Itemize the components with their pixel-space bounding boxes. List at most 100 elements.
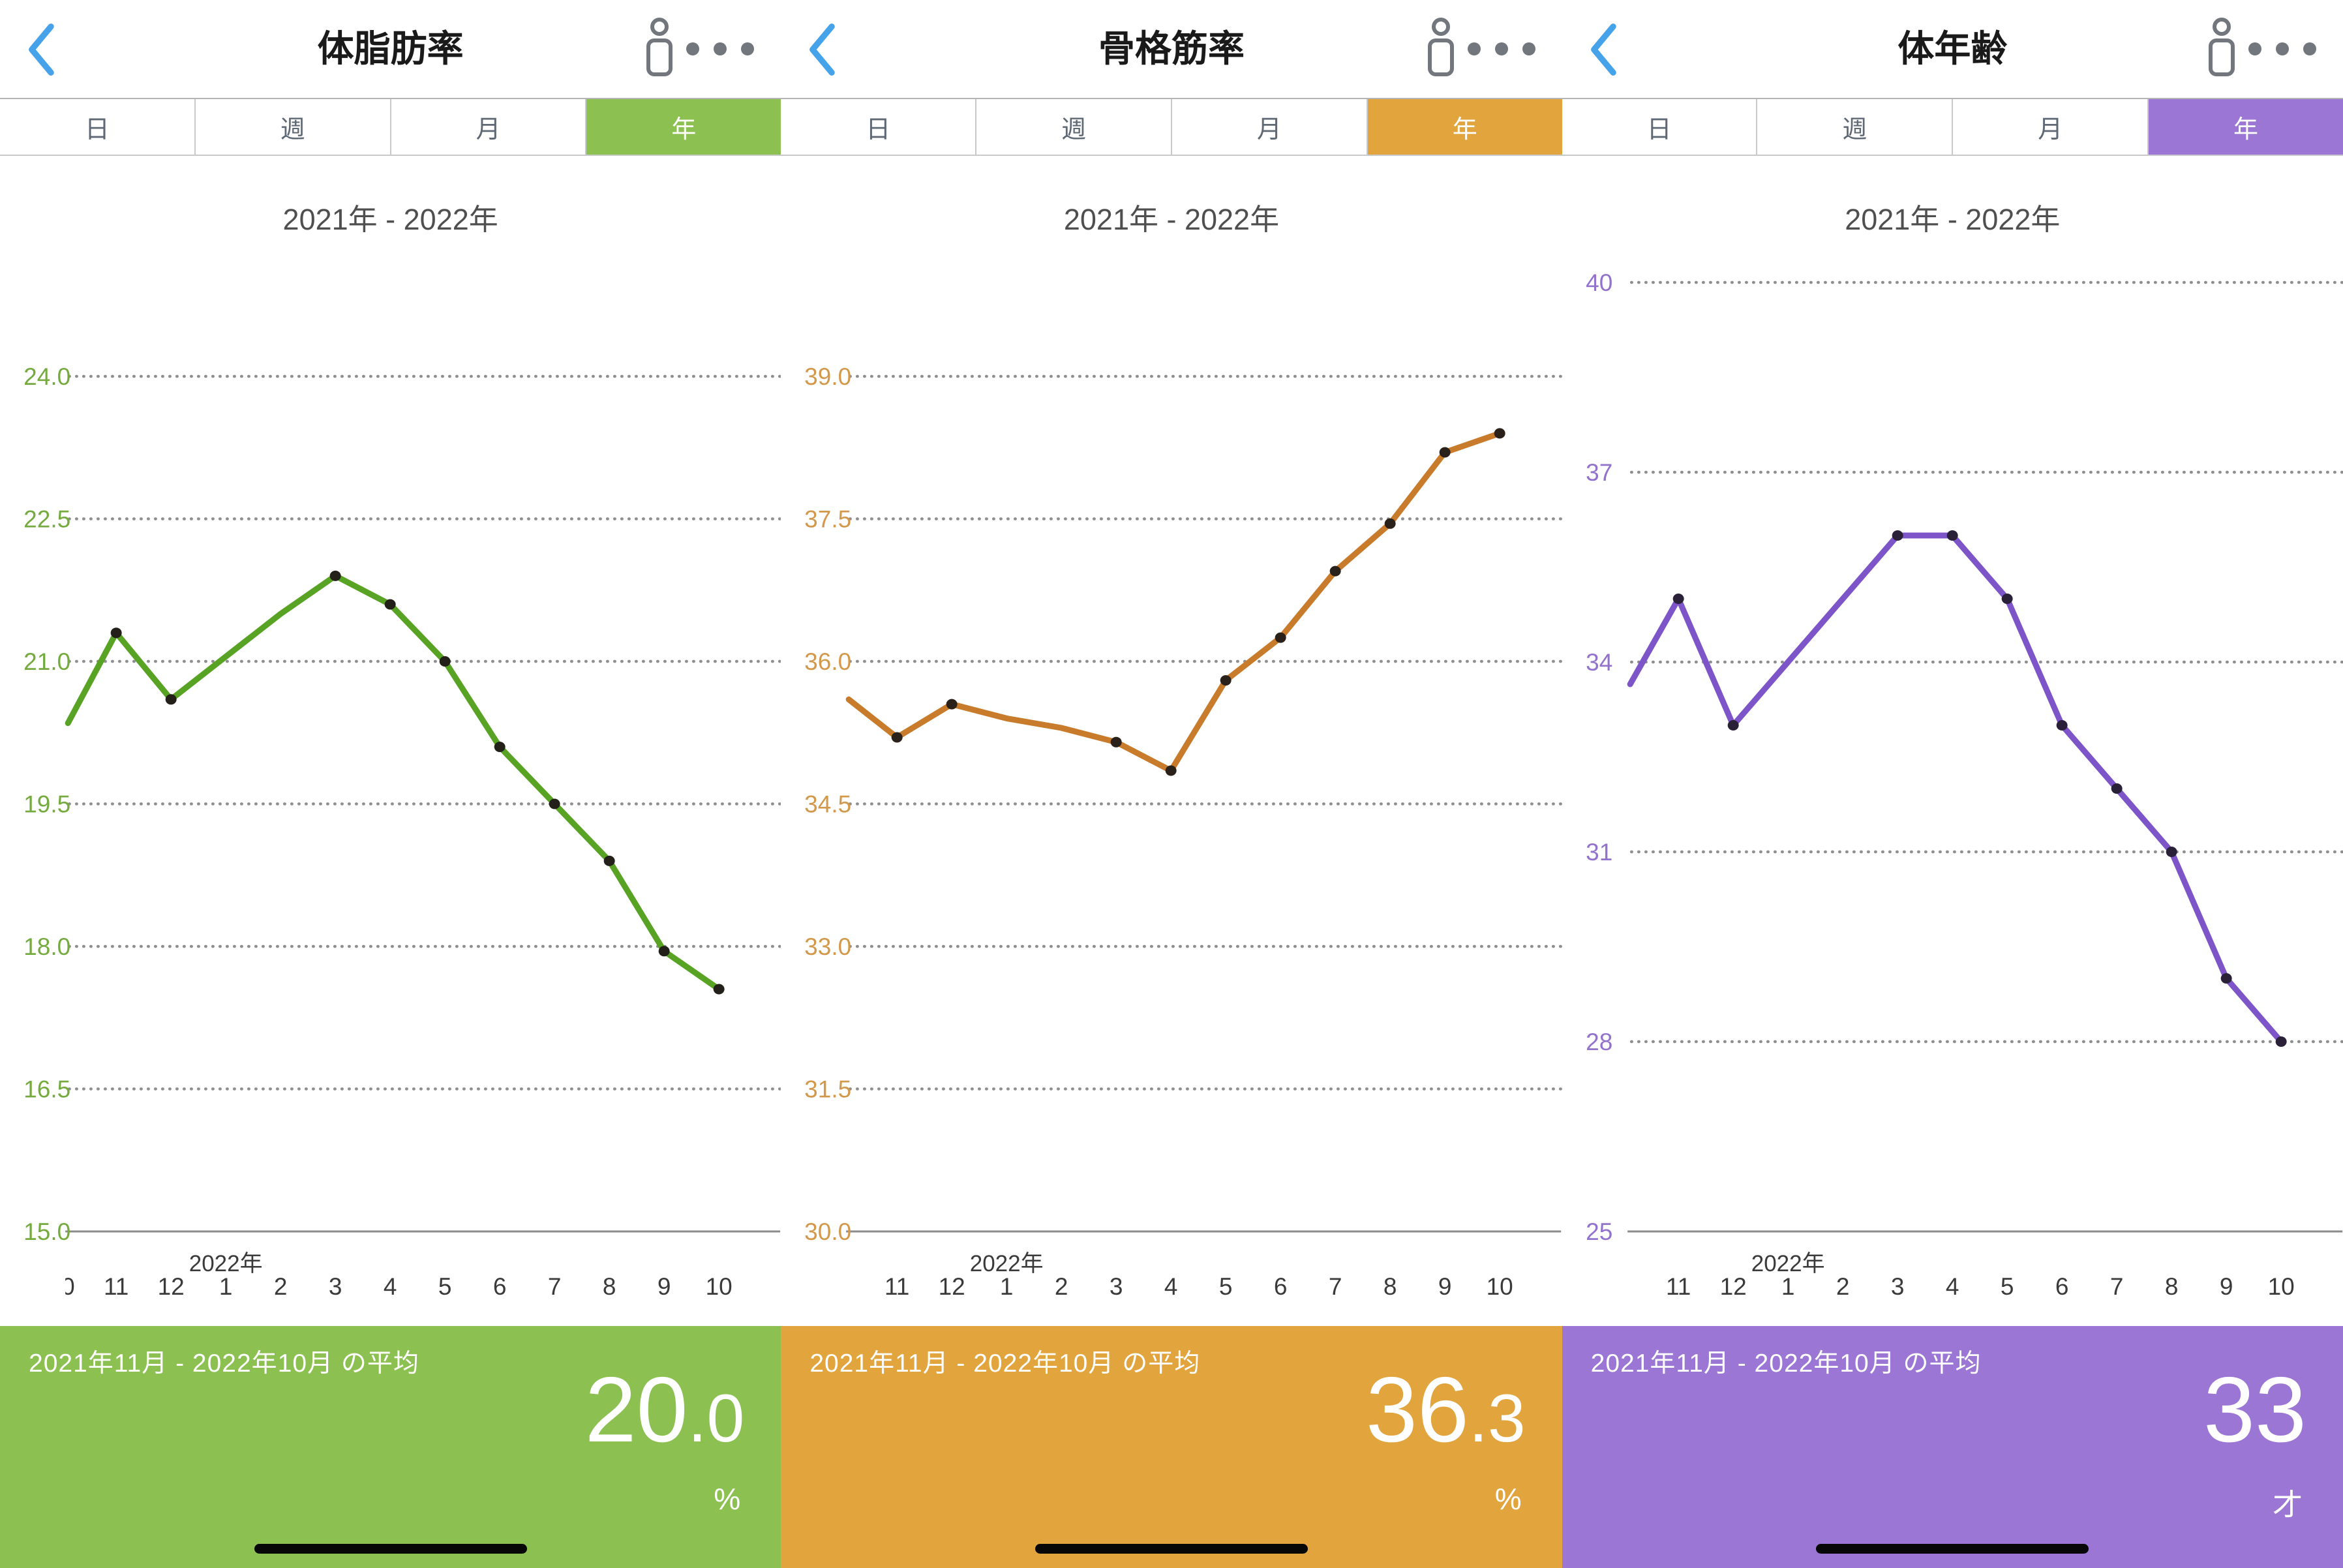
period-tabs: 日 週 月 年: [0, 98, 781, 156]
header: 体年齢: [1562, 0, 2343, 98]
chart-range-title: 2021年 - 2022年: [1845, 203, 2061, 236]
svg-text:11: 11: [1666, 1273, 1691, 1300]
svg-text:2022年: 2022年: [189, 1251, 263, 1276]
panel-body-fat: 体脂肪率 日 週 月 年 2021年 - 2022年 24.0 22.5 21.0 1…: [0, 0, 781, 1568]
svg-text:10: 10: [2267, 1273, 2294, 1300]
chevron-left-icon: [1590, 23, 1616, 76]
page-title: 体年齢: [1897, 28, 2008, 69]
svg-text:2022年: 2022年: [1751, 1251, 1824, 1276]
svg-text:28: 28: [1586, 1029, 1612, 1055]
svg-text:4: 4: [1164, 1273, 1178, 1300]
svg-text:12: 12: [939, 1273, 965, 1300]
average-caption: 2021年11月 - 2022年10月 の平均: [1590, 1349, 1982, 1378]
svg-text:7: 7: [548, 1273, 562, 1300]
svg-text:22.5: 22.5: [23, 506, 70, 533]
svg-text:9: 9: [658, 1273, 671, 1300]
svg-text:11: 11: [104, 1273, 128, 1300]
body-profile-icon[interactable]: [2206, 17, 2237, 80]
svg-text:6: 6: [2055, 1273, 2069, 1300]
svg-text:16.5: 16.5: [23, 1076, 70, 1103]
average-unit: %: [714, 1482, 741, 1516]
svg-text:39.0: 39.0: [804, 363, 851, 390]
tab-year[interactable]: 年: [1367, 99, 1562, 155]
tab-year[interactable]: 年: [586, 99, 781, 155]
header: 体脂肪率: [0, 0, 781, 98]
panel-body-age: 体年齢 日 週 月 年 2021年 - 2022年 40 37 34 31 28 25 20…: [1562, 0, 2343, 1568]
svg-text:18.0: 18.0: [23, 933, 70, 960]
home-indicator[interactable]: [254, 1544, 527, 1554]
more-menu-button[interactable]: [1467, 42, 1536, 56]
tab-month[interactable]: 月: [1172, 99, 1368, 155]
svg-text:10: 10: [48, 1273, 75, 1300]
svg-text:1: 1: [1000, 1273, 1014, 1300]
chevron-left-icon: [809, 23, 836, 76]
svg-text:4: 4: [1946, 1273, 1959, 1300]
page-title: 骨格筋率: [1098, 28, 1245, 69]
tab-day[interactable]: 日: [1562, 99, 1758, 155]
average-unit: 才: [2272, 1488, 2303, 1522]
svg-text:19.5: 19.5: [23, 791, 70, 818]
tab-day[interactable]: 日: [781, 99, 977, 155]
svg-text:8: 8: [2165, 1273, 2179, 1300]
body-profile-icon[interactable]: [644, 17, 675, 80]
average-caption: 2021年11月 - 2022年10月 の平均: [809, 1349, 1201, 1378]
chart-range-title: 2021年 - 2022年: [1063, 203, 1280, 236]
back-button[interactable]: [1584, 22, 1622, 77]
svg-text:34.5: 34.5: [804, 791, 851, 818]
home-indicator[interactable]: [1816, 1544, 2089, 1554]
more-menu-button[interactable]: [686, 42, 755, 56]
svg-text:21.0: 21.0: [23, 648, 70, 675]
svg-text:24.0: 24.0: [23, 363, 70, 390]
svg-text:10: 10: [1487, 1273, 1513, 1300]
body-profile-icon[interactable]: [1425, 17, 1457, 80]
ellipsis-icon: [1467, 42, 1535, 55]
average-value: 20.0: [584, 1358, 745, 1462]
svg-text:37.5: 37.5: [804, 506, 851, 533]
svg-text:33.0: 33.0: [804, 933, 851, 960]
average-banner: 2021年11月 - 2022年10月 の平均 36.3 %: [781, 1326, 1562, 1568]
svg-text:12: 12: [158, 1273, 185, 1300]
svg-text:9: 9: [2220, 1273, 2233, 1300]
svg-text:11: 11: [884, 1273, 909, 1300]
ellipsis-icon: [2248, 42, 2316, 55]
svg-text:9: 9: [1438, 1273, 1452, 1300]
header: 骨格筋率: [781, 0, 1562, 98]
more-menu-button[interactable]: [2248, 42, 2317, 56]
back-button[interactable]: [22, 22, 60, 77]
chevron-left-icon: [29, 23, 54, 76]
svg-text:7: 7: [1329, 1273, 1342, 1300]
tab-month[interactable]: 月: [1953, 99, 2149, 155]
svg-text:15.0: 15.0: [23, 1218, 70, 1245]
svg-text:36.0: 36.0: [804, 648, 851, 675]
svg-text:8: 8: [1383, 1273, 1397, 1300]
back-button[interactable]: [803, 22, 841, 77]
average-caption: 2021年11月 - 2022年10月 の平均: [29, 1349, 419, 1378]
svg-text:12: 12: [1719, 1273, 1746, 1300]
tab-week[interactable]: 週: [195, 99, 391, 155]
tab-year[interactable]: 年: [2149, 99, 2343, 155]
svg-text:31.5: 31.5: [804, 1076, 851, 1103]
tab-month[interactable]: 月: [391, 99, 587, 155]
svg-text:34: 34: [1586, 649, 1612, 676]
home-indicator[interactable]: [1035, 1544, 1308, 1554]
tab-day[interactable]: 日: [0, 99, 196, 155]
svg-text:2022年: 2022年: [970, 1251, 1044, 1276]
svg-text:7: 7: [2110, 1273, 2124, 1300]
svg-text:25: 25: [1586, 1218, 1612, 1245]
svg-text:8: 8: [603, 1273, 616, 1300]
svg-text:2: 2: [1055, 1273, 1068, 1300]
svg-text:3: 3: [1891, 1273, 1905, 1300]
tab-week[interactable]: 週: [976, 99, 1172, 155]
period-tabs: 日 週 月 年: [781, 98, 1562, 156]
tab-week[interactable]: 週: [1757, 99, 1954, 155]
svg-text:4: 4: [384, 1273, 397, 1300]
person-outline-icon: [2208, 18, 2235, 76]
svg-text:6: 6: [493, 1273, 507, 1300]
svg-text:37: 37: [1586, 459, 1612, 486]
person-outline-icon: [646, 18, 673, 76]
panel-skeletal-muscle: 骨格筋率 日 週 月 年 2021年 - 2022年 39.0 37.5 36.0 3…: [781, 0, 1562, 1568]
